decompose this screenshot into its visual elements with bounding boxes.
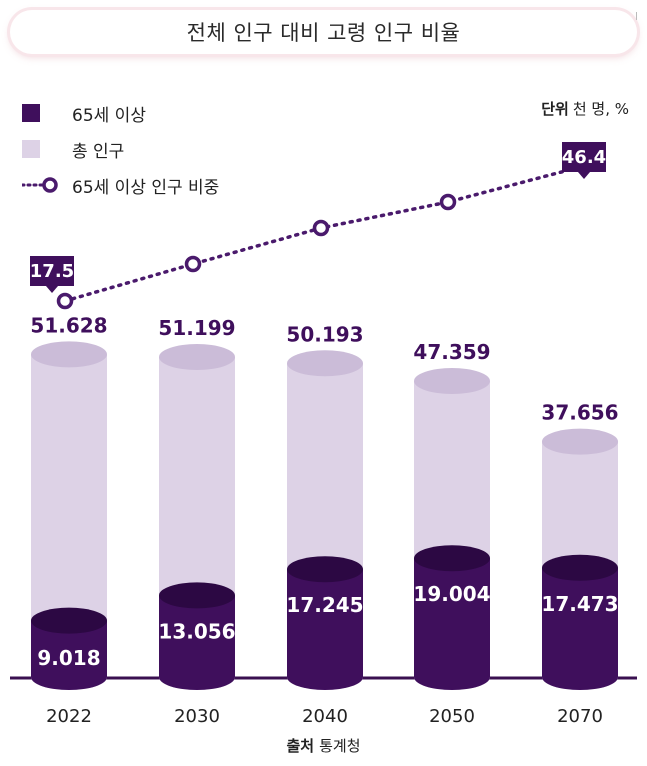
- share-callout: [30, 256, 74, 293]
- share-point: [312, 219, 330, 237]
- unit-value: 천 명, %: [572, 100, 629, 118]
- chart-title: 전체 인구 대비 고령 인구 비율: [186, 21, 461, 45]
- unit-label: 단위: [541, 100, 569, 118]
- x-tick-label: 2050: [429, 706, 475, 727]
- bar-aged-cap: [542, 554, 618, 581]
- bar-aged-cap: [159, 582, 235, 609]
- legend-label-aged: 65세 이상: [72, 105, 146, 126]
- bar-aged-cap: [31, 607, 107, 634]
- data-label-total: 47.359: [413, 340, 490, 364]
- data-label-aged: 19.004: [413, 582, 490, 606]
- legend-label-total: 총 인구: [72, 141, 125, 162]
- bar-aged: [542, 567, 618, 690]
- legend: 65세 이상 총 인구 65세 이상 인구 비중: [22, 95, 219, 203]
- bar-aged-cap: [414, 545, 490, 572]
- bar-total-cap: [542, 428, 618, 455]
- bar-total: [31, 354, 107, 690]
- bar-total-cap: [287, 350, 363, 377]
- bar-total-cap: [31, 341, 107, 368]
- data-label-aged: 9.018: [37, 646, 100, 670]
- data-label-total: 37.656: [541, 401, 618, 425]
- bar-aged: [31, 620, 107, 690]
- share-point: [56, 292, 74, 310]
- x-tick-label: 2040: [302, 706, 348, 727]
- data-label-share: 46.4: [562, 147, 606, 168]
- unit-note: 단위 천 명, %: [541, 98, 629, 119]
- legend-dotted-line-icon: [22, 177, 58, 193]
- source-note: 출처 통계청: [0, 735, 647, 756]
- data-label-share: 17.5: [30, 261, 74, 282]
- bar-aged: [414, 558, 490, 690]
- data-label-total: 50.193: [286, 322, 363, 346]
- bar-total-cap: [414, 368, 490, 395]
- data-label-aged: 17.245: [286, 593, 363, 617]
- legend-swatch-total: [22, 140, 40, 158]
- corner-mark: [636, 12, 637, 20]
- legend-item-aged: 65세 이상: [22, 95, 219, 131]
- legend-item-total: 총 인구: [22, 131, 219, 167]
- source-value: 통계청: [319, 737, 361, 755]
- share-point: [184, 255, 202, 273]
- bar-aged: [159, 595, 235, 690]
- share-callout: [562, 142, 606, 179]
- data-label-aged: 13.056: [158, 619, 235, 643]
- x-tick-label: 2030: [174, 706, 220, 727]
- bar-aged-cap: [287, 556, 363, 583]
- legend-item-share: 65세 이상 인구 비중: [22, 167, 219, 203]
- data-label-total: 51.199: [158, 316, 235, 340]
- legend-swatch-aged: [22, 104, 40, 122]
- legend-label-share: 65세 이상 인구 비중: [72, 177, 220, 198]
- data-label-aged: 17.473: [541, 592, 618, 616]
- x-tick-label: 2070: [557, 706, 603, 727]
- chart-title-banner: 전체 인구 대비 고령 인구 비율: [10, 10, 637, 54]
- share-point: [439, 193, 457, 211]
- data-label-total: 51.628: [30, 313, 107, 337]
- bar-aged: [287, 569, 363, 690]
- source-label: 출처: [286, 737, 315, 755]
- x-tick-label: 2022: [46, 706, 92, 727]
- bar-total-cap: [159, 344, 235, 371]
